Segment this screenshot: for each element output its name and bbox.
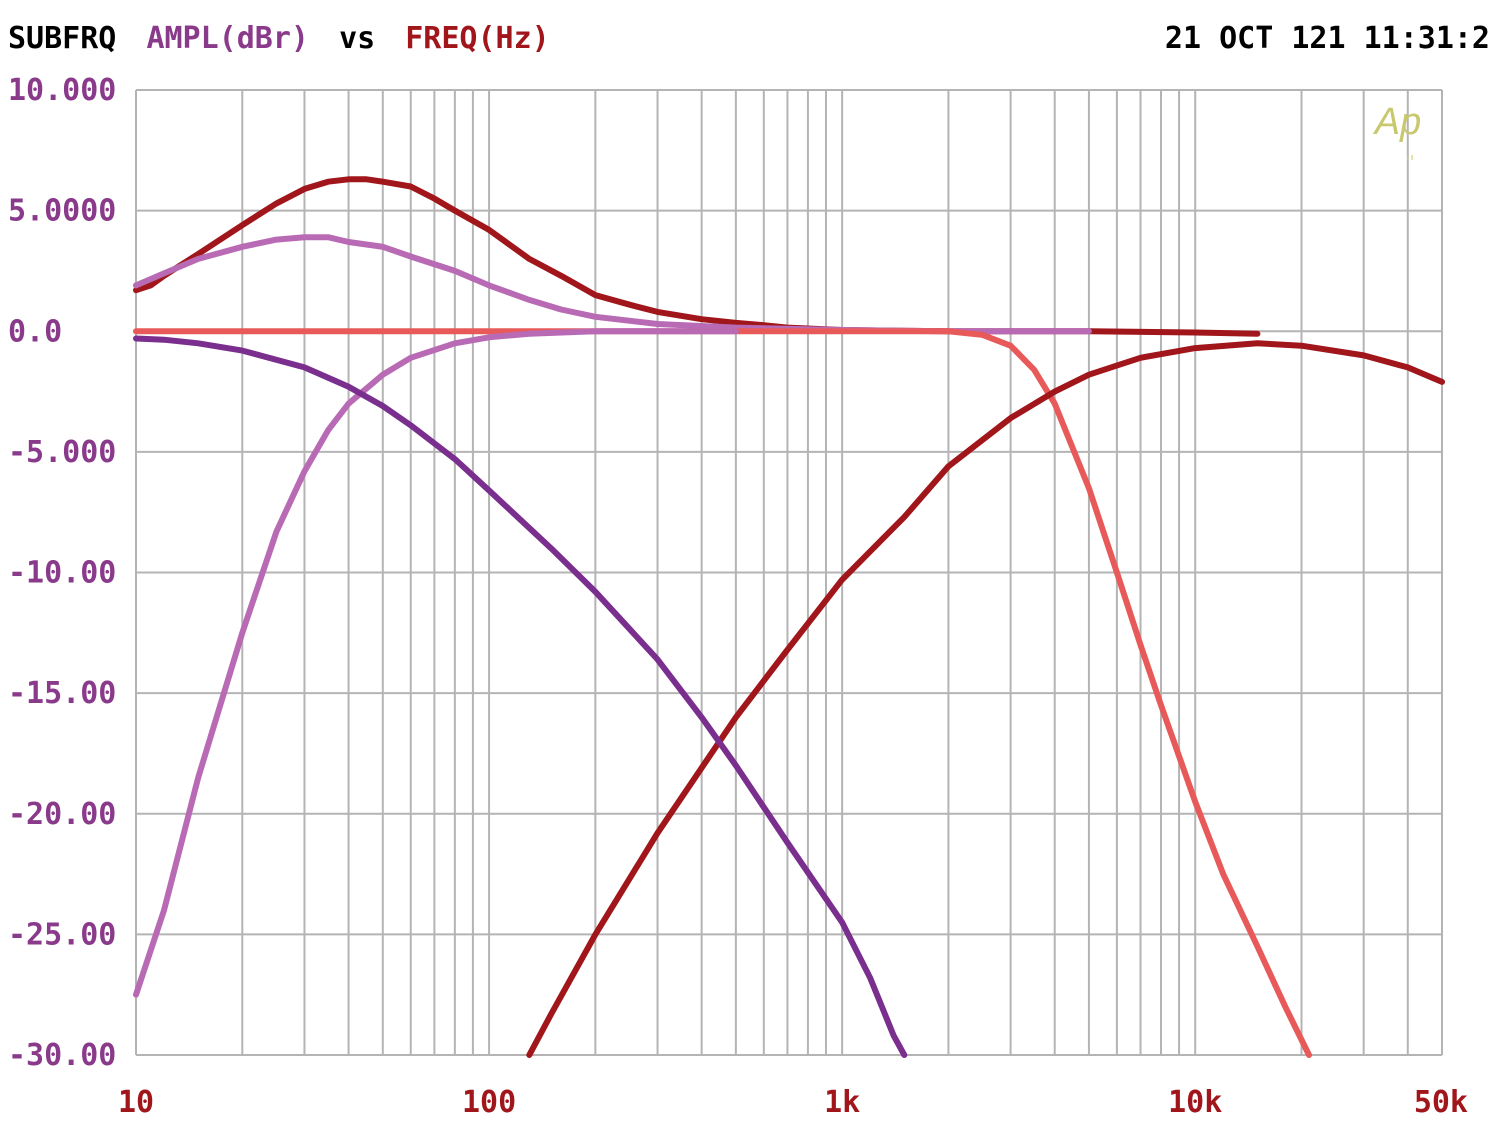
header-y-quantity: AMPL(dBr) [146, 21, 309, 56]
x-tick-label: 10 [118, 1085, 154, 1120]
grid [135, 89, 1443, 1056]
x-tick-label: 100 [462, 1085, 516, 1120]
series-group [133, 176, 1445, 1058]
chart-header: SUBFRQ AMPL(dBr) vs FREQ(Hz) [8, 21, 550, 56]
y-tick-label: -25.00 [8, 917, 116, 952]
header-x-quantity: FREQ(Hz) [405, 21, 550, 56]
y-tick-label: -10.00 [8, 556, 116, 591]
y-tick-labels: 10.000 5.0000 0.0 -5.000 -10.00 -15.00 -20.00 -… [8, 73, 116, 1073]
x-tick-label: 10k [1168, 1085, 1222, 1120]
y-tick-label: -20.00 [8, 797, 116, 832]
y-tick-label: -15.00 [8, 676, 116, 711]
header-prefix: SUBFRQ [8, 21, 116, 56]
y-tick-label: -5.000 [8, 435, 116, 470]
series-line-6 [133, 335, 908, 1058]
y-tick-label: 5.0000 [8, 194, 116, 229]
x-tick-labels: 10 100 1k 10k 50k [118, 1085, 1468, 1120]
x-tick-label: 1k [824, 1085, 860, 1120]
header-timestamp: 21 OCT 121 11:31:2 [1165, 21, 1490, 56]
series-line-5 [133, 328, 739, 998]
series-line-4 [526, 340, 1445, 1058]
header-vs: vs [339, 21, 375, 56]
ap-logo: Ap [1373, 101, 1421, 143]
y-tick-label: 0.0 [8, 314, 62, 349]
x-tick-label: 50k [1414, 1085, 1468, 1120]
series-line-2 [133, 234, 1092, 335]
series-line-3 [133, 328, 1312, 1058]
y-tick-label: -30.00 [8, 1038, 116, 1073]
y-tick-label: 10.000 [8, 73, 116, 108]
